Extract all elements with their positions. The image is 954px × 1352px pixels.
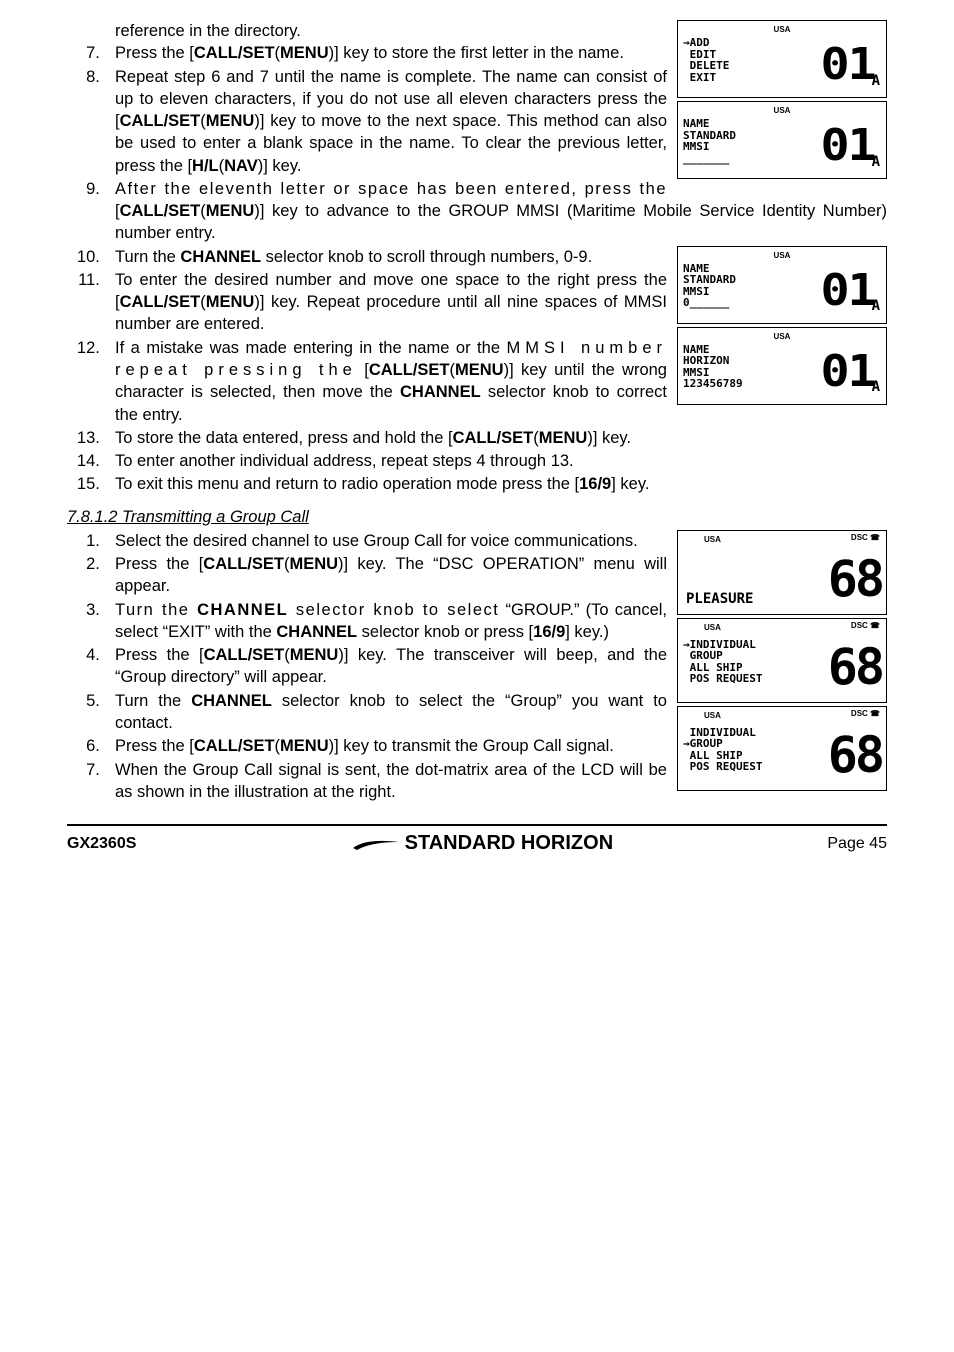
page-content: USA →ADD EDIT DELETE EXIT 01A USA NAME S… [67, 20, 887, 804]
footer-page-number: Page 45 [827, 833, 887, 855]
lcd-group-2: USA NAME STANDARD MMSI 0______ 01A USA N… [677, 246, 887, 408]
lcd-lines: →INDIVIDUAL GROUP ALL SHIP POS REQUEST [683, 639, 762, 685]
lcd-dsc-label: DSC ☎ [851, 621, 880, 632]
footer-brand: STANDARD HORIZON [351, 830, 614, 857]
step-9: After the eleventh letter or space has b… [109, 178, 887, 245]
lcd-group-3: USA DSC ☎ PLEASURE 68 USA DSC ☎ →INDIVID… [677, 530, 887, 794]
lcd-img3: USA NAME STANDARD MMSI 0______ 01A [677, 246, 887, 324]
lcd-channel-68: 68 [828, 546, 882, 614]
footer-brand-text: STANDARD HORIZON [405, 830, 614, 857]
lcd-big-digits: 01A [823, 35, 880, 94]
lcd-lines: NAME HORIZON MMSI 123456789 [683, 344, 743, 390]
lcd-img6: USA DSC ☎ →INDIVIDUAL GROUP ALL SHIP POS… [677, 618, 887, 703]
step-14: To enter another individual address, rep… [109, 450, 887, 472]
lcd-img5: USA DSC ☎ PLEASURE 68 [677, 530, 887, 615]
lcd-group-1: USA →ADD EDIT DELETE EXIT 01A USA NAME S… [677, 20, 887, 182]
lcd-lines: NAME STANDARD MMSI _______ [683, 118, 736, 164]
lcd-big-digits: 01A [823, 342, 880, 401]
lcd-img2: USA NAME STANDARD MMSI _______ 01A [677, 101, 887, 179]
lcd-lines: NAME STANDARD MMSI 0______ [683, 263, 736, 309]
lcd-img4: USA NAME HORIZON MMSI 123456789 01A [677, 327, 887, 405]
lcd-lines: →ADD EDIT DELETE EXIT [683, 37, 729, 83]
lcd-pleasure-label: PLEASURE [686, 590, 753, 609]
lcd-big-digits: 01A [823, 261, 880, 320]
lcd-big-digits: 01A [823, 116, 880, 175]
lcd-lines: INDIVIDUAL →GROUP ALL SHIP POS REQUEST [683, 727, 762, 773]
lcd-channel-68: 68 [828, 722, 882, 790]
lcd-dsc-label: DSC ☎ [851, 709, 880, 720]
lcd-img7: USA DSC ☎ INDIVIDUAL →GROUP ALL SHIP POS… [677, 706, 887, 791]
section-heading: 7.8.1.2 Transmitting a Group Call [67, 506, 887, 528]
step-13: To store the data entered, press and hol… [109, 427, 887, 449]
brand-swoosh-icon [351, 836, 401, 852]
lcd-img1: USA →ADD EDIT DELETE EXIT 01A [677, 20, 887, 98]
page-footer: GX2360S STANDARD HORIZON Page 45 [67, 824, 887, 857]
lcd-channel-68: 68 [828, 634, 882, 702]
lcd-dsc-label: DSC ☎ [851, 533, 880, 544]
step-15: To exit this menu and return to radio op… [109, 473, 887, 495]
footer-model: GX2360S [67, 833, 136, 855]
